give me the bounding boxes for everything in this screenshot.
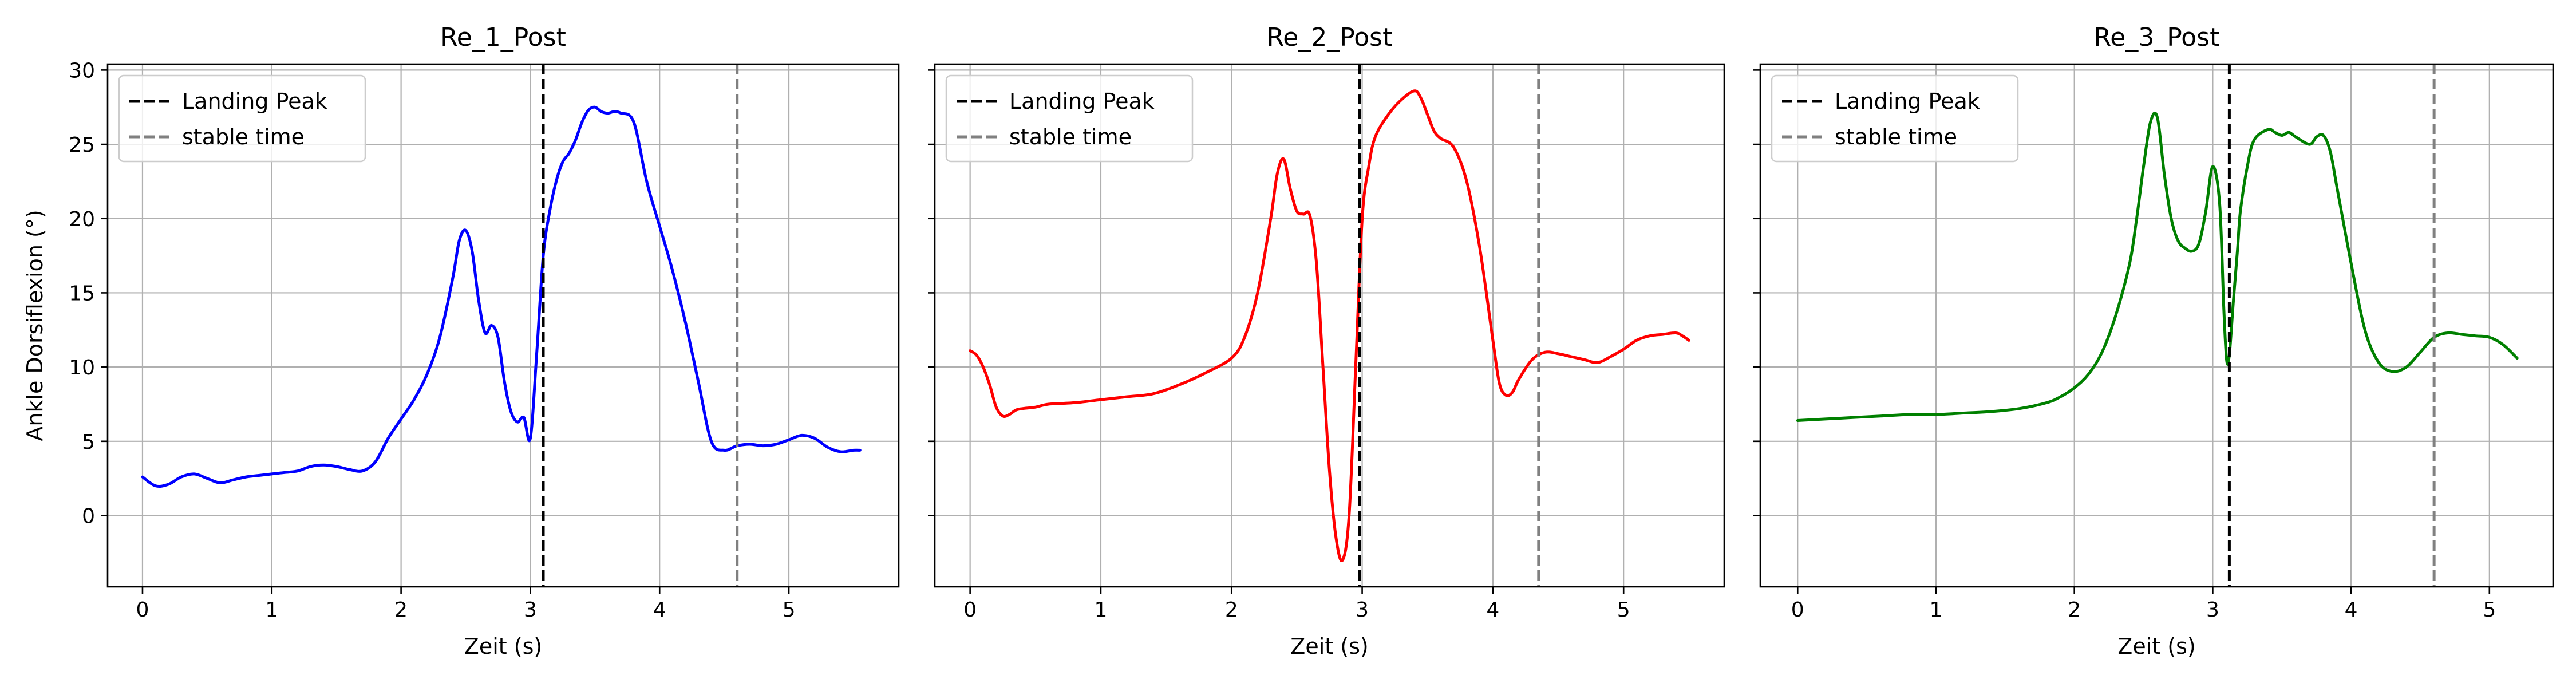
legend: Landing Peak stable time xyxy=(945,74,1194,163)
x-tick-label: 3 xyxy=(524,598,537,622)
series-line xyxy=(969,89,1690,563)
legend-label: stable time xyxy=(182,124,305,149)
x-tick-label: 0 xyxy=(136,598,149,622)
plot-frame xyxy=(934,63,1725,588)
legend-label: Landing Peak xyxy=(1009,89,1155,114)
y-tick-label: 5 xyxy=(82,431,95,454)
x-tick-label: 2 xyxy=(1225,598,1238,622)
x-tick-label: 0 xyxy=(963,598,977,622)
panel-3: 0 1 2 3 4 5 Re_3_Post Zeit (s) Landing Peak stabl… xyxy=(1753,23,2554,659)
x-tick-label: 1 xyxy=(1095,598,1108,622)
legend-box xyxy=(118,74,366,163)
legend-label: stable time xyxy=(1835,124,1957,149)
y-tick-label: 20 xyxy=(69,208,95,231)
legend-box xyxy=(1771,74,2019,163)
x-tick-label: 5 xyxy=(1617,598,1630,622)
y-tick-label: 30 xyxy=(69,59,95,82)
x-tick-label: 1 xyxy=(1930,598,1943,622)
chart-title: Re_2_Post xyxy=(1267,23,1393,52)
y-tick-label: 10 xyxy=(69,356,95,380)
x-tick-label: 4 xyxy=(2345,598,2358,622)
x-axis-label: Zeit (s) xyxy=(2117,634,2195,659)
x-tick-label: 2 xyxy=(2068,598,2081,622)
legend: Landing Peak stable time xyxy=(118,74,366,163)
x-tick-label: 4 xyxy=(1486,598,1499,622)
x-tick-label: 2 xyxy=(394,598,408,622)
y-tick-label: 15 xyxy=(69,282,95,305)
y-tick-label: 0 xyxy=(82,505,95,528)
legend: Landing Peak stable time xyxy=(1771,74,2019,163)
legend-box xyxy=(945,74,1194,163)
plot-frame xyxy=(106,63,900,588)
series-line xyxy=(1796,111,2519,422)
legend-label: stable time xyxy=(1009,124,1132,149)
series-line xyxy=(141,105,862,488)
y-axis-label: Ankle Dorsiflexion (°) xyxy=(22,210,48,441)
x-tick-label: 3 xyxy=(1356,598,1369,622)
panel-2: 0 1 2 3 4 5 Re_2_Post Zeit (s) Landing Peak stabl… xyxy=(928,23,1725,659)
x-tick-label: 1 xyxy=(265,598,278,622)
x-tick-label: 5 xyxy=(783,598,796,622)
chart-title: Re_1_Post xyxy=(440,23,566,52)
x-tick-label: 0 xyxy=(1791,598,1804,622)
x-axis-label: Zeit (s) xyxy=(464,634,542,659)
x-axis-label: Zeit (s) xyxy=(1290,634,1368,659)
x-tick-label: 4 xyxy=(653,598,666,622)
plot-frame xyxy=(1759,63,2554,588)
x-tick-label: 5 xyxy=(2483,598,2496,622)
y-tick-label: 25 xyxy=(69,133,95,157)
panel-1: 0 1 2 3 4 5 0 5 10 15 20 25 30 Re_1_Post Zeit (s) Ankle… xyxy=(22,23,900,659)
legend-label: Landing Peak xyxy=(1835,89,1980,114)
legend-label: Landing Peak xyxy=(182,89,327,114)
chart-title: Re_3_Post xyxy=(2094,23,2220,52)
x-tick-label: 3 xyxy=(2206,598,2219,622)
